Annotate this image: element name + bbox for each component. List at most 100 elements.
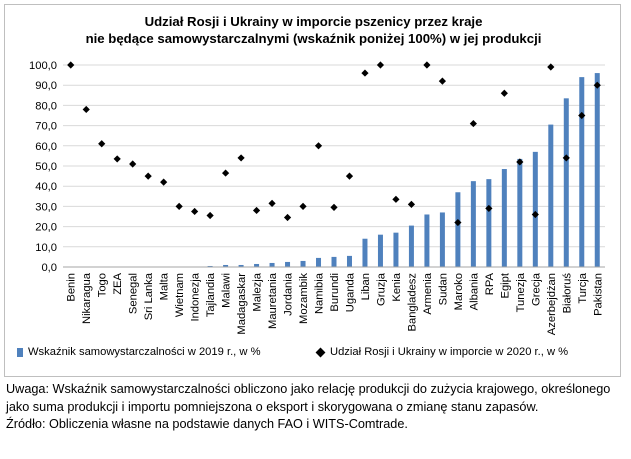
x-tick-label: Maroko [453,273,465,310]
bar [486,179,492,267]
chart-frame: Udział Rosji i Ukrainy w imporcie pszeni… [4,4,621,377]
x-tick-label: Indonezja [190,272,202,321]
source-text: Źródło: Obliczenia własne na podstawie d… [6,417,408,431]
chart-title-line-1: Udział Rosji i Ukrainy w imporcie pszeni… [144,14,483,29]
marker [113,155,121,163]
marker [82,105,90,114]
bar [563,98,569,267]
x-tick-label: Mozambik [298,273,310,324]
y-tick-label: 10,0 [35,242,57,254]
marker [485,204,493,213]
bar [393,232,399,267]
legend-item-markers: Udział Rosji i Ukrainy w imporcie w 2020… [315,346,568,358]
bar [254,263,260,267]
x-tick-label: ZEA [112,272,124,294]
y-tick-label: 0,0 [41,262,57,274]
marker [330,203,338,212]
marker [423,61,431,69]
bar [207,265,213,267]
y-tick-label: 20,0 [35,222,57,234]
x-tick-label: Grecja [530,272,542,306]
x-tick-label: Jordania [283,272,295,316]
marker [191,207,199,216]
marker [500,89,508,97]
x-tick-label: Kenia [391,272,403,301]
bar [362,238,368,267]
x-tick-label: Egipt [499,272,511,298]
x-tick-label: Tajlandia [205,272,217,317]
x-tick-label: Malawi [221,273,233,308]
marker-series [67,61,601,227]
x-tick-label: RPA [484,272,496,295]
marker [407,200,416,208]
x-tick-label: Mauretania [267,272,279,329]
x-tick-label: Malta [159,272,171,300]
bar [424,214,430,267]
marker [237,154,245,162]
legend-bar-swatch [17,347,23,357]
marker [314,142,323,150]
x-tick-label: Senegal [128,273,140,314]
bar-series [207,73,600,268]
bar [269,262,275,267]
x-tick-label: Wietnam [174,273,186,317]
marker [98,140,106,148]
marker [531,210,539,219]
marker [392,195,400,203]
bar [594,73,600,267]
marker [283,213,292,222]
marker [129,160,137,168]
chart-title-line-2: nie będące samowystarczalnymi (wskaźnik … [85,31,542,46]
marker [206,211,214,220]
marker [299,202,307,210]
x-tick-label: Tunezja [515,272,527,312]
bar [300,260,306,267]
x-tick-label: Białoruś [561,273,573,314]
bar [501,169,507,267]
x-tick-label: Bangladesz [406,273,418,332]
bar [532,151,538,267]
marker [361,69,369,77]
marker [160,178,168,186]
marker [376,61,385,69]
x-tick-label: Benin [66,273,78,302]
marker [438,77,446,85]
marker [593,81,601,89]
bar [377,234,383,267]
marker [562,154,570,162]
bar [238,264,244,267]
legend-diamond-swatch [315,347,326,357]
y-tick-label: 90,0 [35,80,57,92]
legend-item-bars: Wskaźnik samowystarczalności w 2019 r., … [17,346,261,358]
x-tick-label: Sri Lanka [143,272,155,320]
bar [455,192,461,267]
y-tick-label: 70,0 [35,121,57,133]
marker [222,169,230,177]
bar [439,212,445,267]
note-text: Uwaga: Wskaźnik samowystarczalności obli… [6,382,611,414]
marker [252,206,261,215]
y-axis: 0,0 10,0 20,0 30,0 40,0 50,0 60,0 70,0 80,0 90,0 1… [29,60,57,274]
x-tick-label: Albania [468,272,480,310]
bar [285,261,291,267]
x-tick-label: Liban [360,273,372,300]
marker [516,158,524,166]
bar [223,264,229,267]
x-tick-label: Gruzja [375,272,387,306]
gridlines [63,64,605,248]
chart-plot: 0,0 10,0 20,0 30,0 40,0 50,0 60,0 70,0 80,0 90,0 1… [29,60,605,335]
x-tick-label: Togo [97,273,109,297]
bar [331,256,337,267]
y-tick-label: 40,0 [35,181,57,193]
y-tick-label: 30,0 [35,201,57,213]
marker [268,199,276,207]
marker [144,172,152,180]
marker [547,63,555,71]
legend-label-markers: Udział Rosji i Ukrainy w imporcie w 2020… [330,346,569,358]
legend-label-bars: Wskaźnik samowystarczalności w 2019 r., … [28,346,261,358]
marker [345,172,354,180]
bar [346,255,352,267]
x-tick-label: Turcja [577,272,589,303]
y-tick-label: 80,0 [35,100,57,112]
marker [469,119,477,128]
